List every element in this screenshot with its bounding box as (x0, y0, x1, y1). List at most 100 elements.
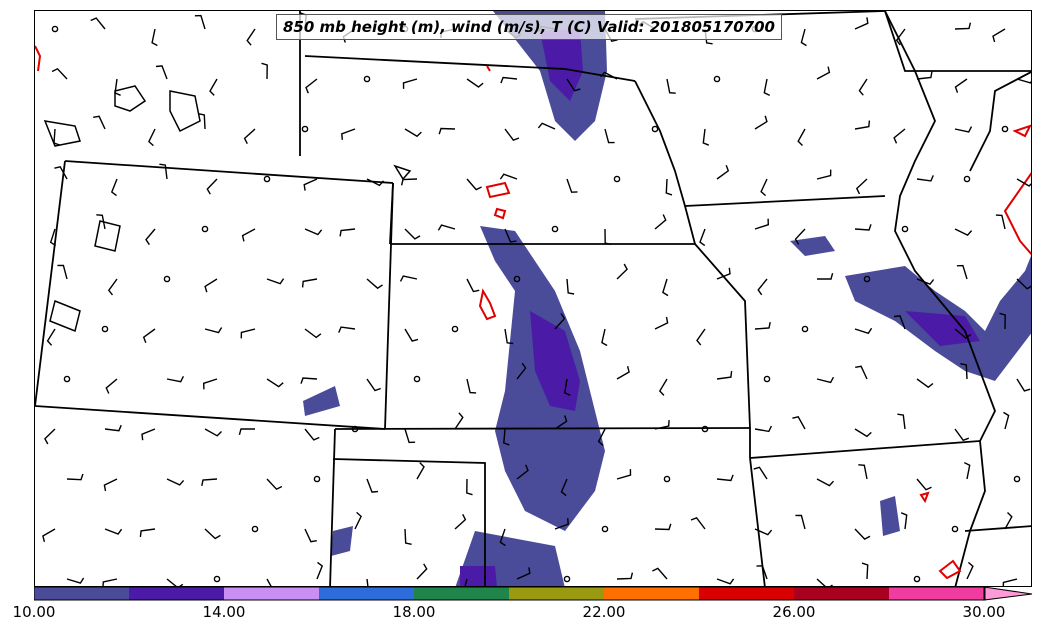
height-contours (35, 45, 1031, 580)
calm-wind-marker (663, 475, 671, 483)
colorbar-segment (224, 587, 319, 600)
wind-barb (201, 478, 218, 487)
wind-barb (206, 178, 218, 195)
wind-barb (690, 516, 706, 530)
wind-barb (756, 565, 768, 580)
contour-4 (493, 207, 507, 220)
boundary-mississippi-river (884, 11, 996, 586)
wind-barb (204, 278, 218, 293)
wind-barb (148, 128, 156, 147)
colorbar-segment (794, 587, 889, 600)
wind-barb (46, 328, 56, 346)
wind-barb (665, 178, 673, 196)
boundary-co-ks (389, 182, 394, 245)
wind-barb (102, 578, 118, 586)
calm-wind-marker (201, 225, 209, 233)
wind-barb (858, 464, 868, 480)
wind-barb (90, 17, 106, 30)
wind-barb (1004, 512, 1013, 530)
wind-barb (716, 164, 730, 180)
wind-barb (1016, 78, 1031, 84)
wind-barb (266, 378, 284, 388)
wind-barb (760, 178, 768, 197)
boundary-ar-la (964, 525, 1031, 532)
wind-barb (616, 469, 632, 480)
wind-barb (800, 28, 807, 47)
calm-wind-marker (551, 225, 559, 233)
wind-barb (702, 128, 710, 146)
wind-barb (992, 28, 1006, 43)
shading-band-east-core (905, 311, 980, 346)
colorbar-segment (604, 587, 699, 600)
wind-barb (416, 462, 425, 480)
wind-barb (198, 113, 206, 130)
wind-barb (366, 378, 381, 392)
wind-barb (104, 528, 123, 535)
colorbar-outline (34, 587, 986, 601)
wind-barb (794, 228, 806, 245)
wind-barb (416, 563, 428, 580)
shading-patch-ozarks (790, 236, 835, 256)
shading-band-north-core (540, 29, 583, 101)
wind-barb (956, 264, 968, 280)
wind-barb (654, 523, 672, 531)
wind-barb (816, 578, 833, 586)
wind-barb (500, 76, 518, 84)
wind-barb (554, 518, 569, 530)
wind-barb (304, 428, 320, 441)
calm-wind-marker (863, 275, 871, 283)
wind-barb (104, 424, 122, 432)
wind-barb (616, 366, 630, 380)
lake-outline-4 (94, 220, 121, 252)
wind-barb (42, 528, 56, 542)
wind-barb (754, 218, 770, 230)
contour-8 (919, 491, 930, 504)
colorbar-segment (509, 587, 604, 600)
wind-barb (792, 415, 806, 430)
calm-wind-marker (413, 375, 421, 383)
colorbar-segment (414, 587, 509, 600)
colorbar-tick-label: 26.00 (772, 603, 816, 621)
wind-barb (817, 273, 834, 280)
wind-barb (916, 278, 935, 286)
calm-wind-marker (313, 475, 321, 483)
wind-barb (266, 278, 285, 285)
wind-barb (301, 278, 318, 288)
wind-barb (194, 14, 206, 30)
wind-barb (166, 375, 185, 383)
wind-barb (105, 378, 118, 394)
wind-barb (466, 278, 480, 293)
boundary-ks-ok (334, 427, 751, 430)
wind-barb (995, 214, 1006, 230)
wind-barb (454, 513, 467, 530)
colorbar-segment (34, 587, 129, 600)
wind-barb (1016, 278, 1031, 290)
calm-wind-marker (651, 125, 659, 133)
boundary-il-in (969, 71, 1031, 172)
wind-barb (895, 28, 906, 46)
wind-barb (597, 428, 606, 447)
wind-barb (466, 178, 482, 191)
boundary-missouri-river (634, 80, 696, 245)
wind-barb (366, 178, 385, 187)
contour-3 (485, 181, 511, 199)
boundary-tx-panhandle (332, 458, 486, 586)
wind-barb (966, 561, 974, 580)
wind-barb (652, 567, 668, 580)
wind-barb (53, 128, 60, 146)
wind-barb (816, 376, 835, 384)
wind-barb (404, 428, 416, 444)
boundary-ut-co (35, 160, 66, 407)
wind-barb (1002, 578, 1018, 586)
shading-patch-west (303, 386, 340, 416)
wind-barb (816, 66, 831, 80)
wind-barb (504, 228, 517, 243)
wind-barb (855, 365, 868, 380)
calm-wind-marker (713, 75, 721, 83)
wind-barb (304, 528, 317, 543)
wind-barb (49, 228, 57, 247)
wind-barb (499, 528, 506, 547)
wind-barb (466, 478, 473, 496)
calm-wind-marker (451, 325, 459, 333)
colorbar-tick-label: 14.00 (202, 603, 246, 621)
